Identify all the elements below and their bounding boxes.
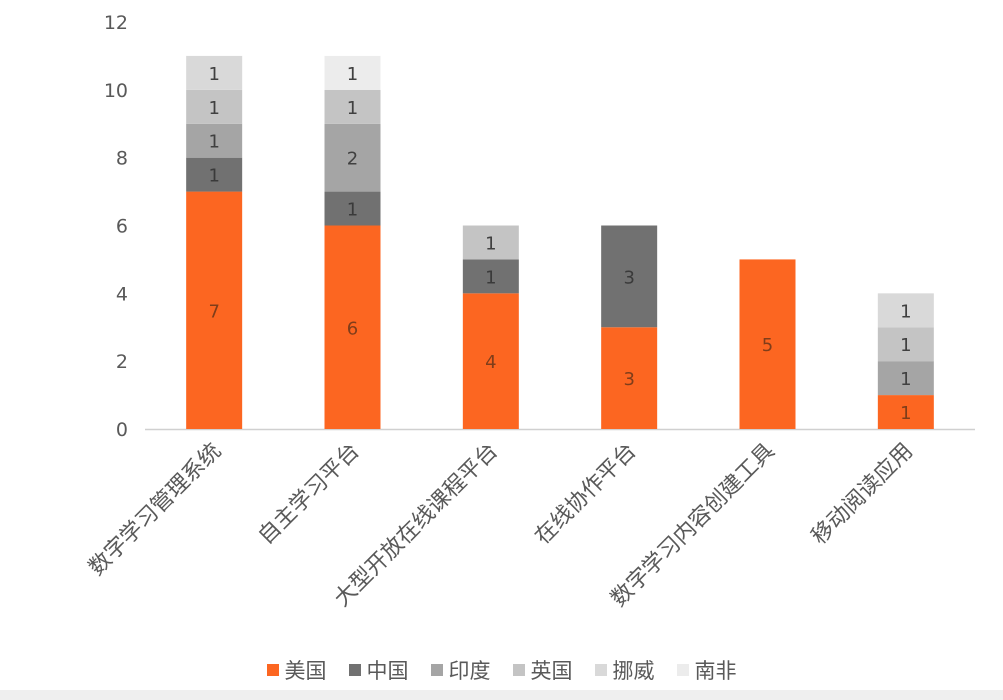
data-label: 1: [208, 132, 219, 153]
bar-segment: [877, 293, 934, 328]
x-category-label: 数字学习管理系统: [84, 439, 226, 581]
legend-label: 印度: [448, 659, 491, 683]
window-bottom-edge: [0, 690, 1003, 700]
legend-item: 美国: [266, 655, 327, 685]
chart-legend: 美国 中国 印度 英国 挪威 南非: [0, 652, 1003, 688]
y-tick-label: 10: [104, 80, 128, 102]
bar-segment: [324, 55, 381, 90]
x-category-label: 自主学习平台: [254, 439, 365, 550]
y-tick-label: 12: [104, 12, 128, 34]
data-label: 1: [208, 98, 219, 119]
legend-item: 中国: [348, 655, 409, 685]
bar-segment: [601, 327, 658, 429]
data-label: 5: [762, 335, 773, 356]
bar-segment: [186, 55, 243, 90]
bar-segment: [324, 89, 381, 124]
legend-item: 南非: [676, 655, 737, 685]
bar-segment: [186, 191, 243, 429]
bar-segment: [601, 225, 658, 328]
legend-swatch: [430, 664, 443, 676]
x-category-label: 移动阅读应用: [807, 439, 918, 550]
data-label: 1: [485, 267, 496, 288]
y-tick-label: 6: [116, 216, 128, 238]
data-label: 1: [485, 233, 496, 254]
bar-segment: [877, 327, 934, 362]
bar-segment: [739, 259, 796, 429]
legend-item: 印度: [430, 655, 491, 685]
legend-label: 南非: [694, 659, 737, 683]
bar-segment: [324, 225, 381, 429]
legend-item: 挪威: [594, 655, 655, 685]
chart-canvas: 02468101271111数字学习管理系统61211自主学习平台411大型开放…: [84, 12, 975, 612]
bar-segment: [462, 259, 519, 294]
bar-segment: [324, 123, 381, 192]
bar-segment: [186, 89, 243, 124]
legend-swatch: [594, 664, 607, 676]
data-label: 1: [347, 200, 358, 221]
bar-segment: [186, 123, 243, 158]
data-label: 6: [347, 318, 358, 339]
data-label: 1: [900, 403, 911, 424]
bar-segment: [324, 191, 381, 226]
legend-swatch: [348, 664, 361, 676]
x-category-label: 在线协作平台: [530, 439, 641, 550]
bar-segment: [186, 157, 243, 192]
legend-item: 英国: [512, 655, 573, 685]
bar-segment: [462, 293, 519, 429]
data-label: 7: [208, 301, 219, 322]
y-tick-label: 2: [116, 351, 128, 373]
legend-label: 挪威: [612, 659, 655, 683]
data-label: 1: [208, 166, 219, 187]
data-label: 1: [347, 64, 358, 85]
data-label: 3: [623, 369, 634, 390]
data-label: 2: [347, 149, 358, 170]
data-label: 1: [900, 369, 911, 390]
legend-label: 英国: [530, 659, 573, 683]
legend-swatch: [676, 664, 689, 676]
y-tick-label: 4: [116, 283, 128, 305]
y-tick-label: 0: [116, 419, 128, 441]
data-label: 1: [347, 98, 358, 119]
data-label: 4: [485, 352, 496, 373]
bar-segment: [877, 361, 934, 396]
data-label: 1: [900, 301, 911, 322]
bar-segment: [462, 225, 519, 260]
legend-label: 美国: [284, 659, 327, 683]
data-label: 3: [623, 267, 634, 288]
legend-label: 中国: [366, 659, 409, 683]
data-label: 1: [900, 335, 911, 356]
y-tick-label: 8: [116, 148, 128, 170]
legend-swatch: [266, 664, 279, 676]
data-label: 1: [208, 64, 219, 85]
bar-segment: [877, 395, 934, 429]
legend-swatch: [512, 664, 525, 676]
